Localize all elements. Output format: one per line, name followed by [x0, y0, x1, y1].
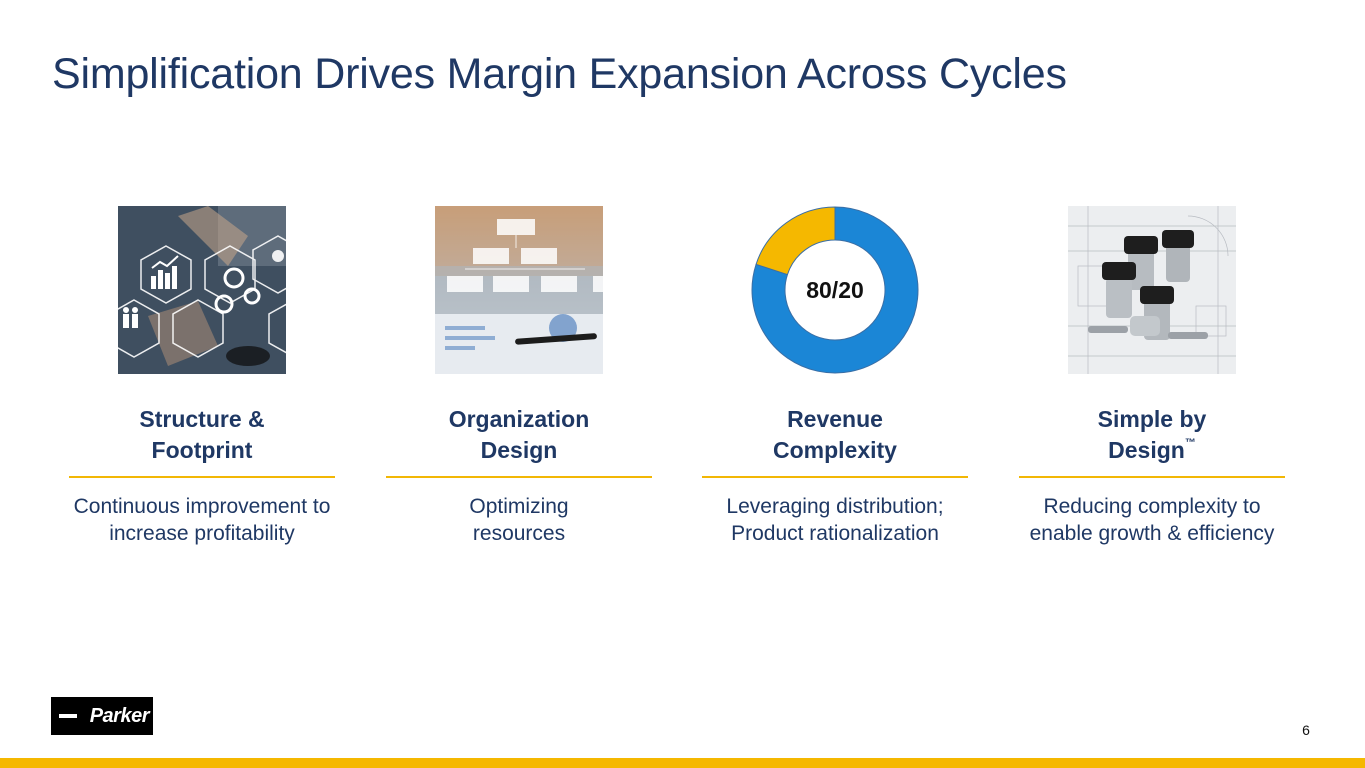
donut-segment-major — [751, 206, 919, 374]
page-number: 6 — [1302, 722, 1310, 738]
divider-rule — [386, 476, 652, 478]
pillar-heading: Simple by Design™ — [1097, 406, 1207, 463]
pillar-description: Leveraging distribution; Product rationa… — [726, 495, 944, 545]
logo-text: Parker — [89, 704, 150, 727]
donut-chart-svg — [751, 206, 919, 374]
pillar-description: Optimizing resources — [469, 495, 569, 545]
org-chart-image — [435, 206, 603, 374]
pillar-description: Reducing complexity to enable growth & e… — [1029, 495, 1275, 545]
donut-center-label: 80/20 — [806, 276, 864, 303]
slide-title: Simplification Drives Margin Expansion A… — [52, 50, 1067, 98]
valves-illustration — [1068, 206, 1236, 374]
pillar-revenue-complexity: 80/20 Revenue Complexity Leveraging dist… — [701, 206, 969, 547]
divider-rule — [1019, 476, 1285, 478]
donut-segment-minor — [755, 206, 836, 276]
divider-rule — [69, 476, 335, 478]
trademark-mark: ™ — [1184, 437, 1196, 449]
divider-rule — [702, 476, 968, 478]
footer-accent-bar — [0, 758, 1365, 768]
pillar-organization-design: Organization Design Optimizing resources — [385, 206, 653, 547]
pillar-heading: Organization Design — [448, 406, 590, 463]
donut-chart: 80/20 — [751, 206, 919, 374]
pillar-simple-by-design: Simple by Design™ Reducing complexity to… — [1018, 206, 1286, 547]
parker-logo: Parker — [51, 697, 153, 735]
pillar-heading: Structure & Footprint — [139, 406, 265, 463]
pillar-structure-footprint: Structure & Footprint Continuous improve… — [68, 206, 336, 547]
pillar-heading: Revenue Complexity — [773, 406, 897, 463]
logo-dash — [59, 714, 77, 718]
org-chart-illustration — [435, 206, 603, 374]
pillar-description: Continuous improvement to increase profi… — [73, 495, 331, 545]
gears-hexagon-illustration — [118, 206, 286, 374]
valves-on-blueprint-image — [1068, 206, 1236, 374]
business-analytics-gears-image — [118, 206, 286, 374]
